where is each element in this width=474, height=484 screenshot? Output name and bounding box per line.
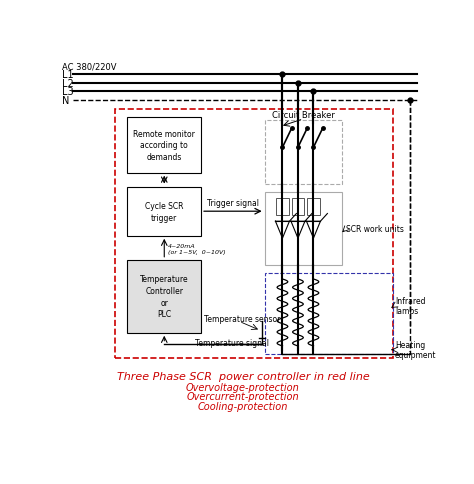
- Text: Infrared
lamps: Infrared lamps: [395, 296, 425, 316]
- Text: Circuit Breaker: Circuit Breaker: [272, 110, 335, 120]
- Text: Overvoltage-protection: Overvoltage-protection: [186, 382, 300, 393]
- Text: Temperature signal: Temperature signal: [195, 338, 269, 347]
- Text: L2: L2: [63, 78, 74, 89]
- Text: Temperature
Controller
or
PLC: Temperature Controller or PLC: [140, 274, 189, 319]
- Text: L1: L1: [63, 70, 74, 80]
- Text: Heating
equipment: Heating equipment: [395, 340, 437, 360]
- Bar: [128, 260, 201, 333]
- Bar: [264, 273, 392, 354]
- Bar: [128, 187, 201, 236]
- Bar: [276, 199, 289, 215]
- Text: SCR work units: SCR work units: [346, 225, 404, 234]
- Bar: [307, 199, 319, 215]
- Text: N: N: [63, 96, 70, 106]
- Text: Cycle SCR
trigger: Cycle SCR trigger: [145, 201, 183, 222]
- Text: Overcurrent-protection: Overcurrent-protection: [187, 392, 299, 402]
- Text: Three Phase SCR  power controller in red line: Three Phase SCR power controller in red …: [117, 372, 369, 381]
- Bar: [128, 118, 201, 173]
- Text: 4~20mA
(or 1~5V,  0~10V): 4~20mA (or 1~5V, 0~10V): [168, 243, 226, 254]
- Text: Trigger signal: Trigger signal: [207, 199, 259, 208]
- Text: Cooling-protection: Cooling-protection: [198, 401, 288, 411]
- Bar: [264, 193, 342, 266]
- Text: Remote monitor
according to
demands: Remote monitor according to demands: [133, 129, 195, 162]
- Text: L3: L3: [63, 87, 74, 97]
- Text: AC 380/220V: AC 380/220V: [63, 63, 117, 72]
- Bar: [115, 109, 392, 358]
- Bar: [264, 121, 342, 185]
- Bar: [292, 199, 304, 215]
- Text: Temperature sensor: Temperature sensor: [204, 315, 281, 324]
